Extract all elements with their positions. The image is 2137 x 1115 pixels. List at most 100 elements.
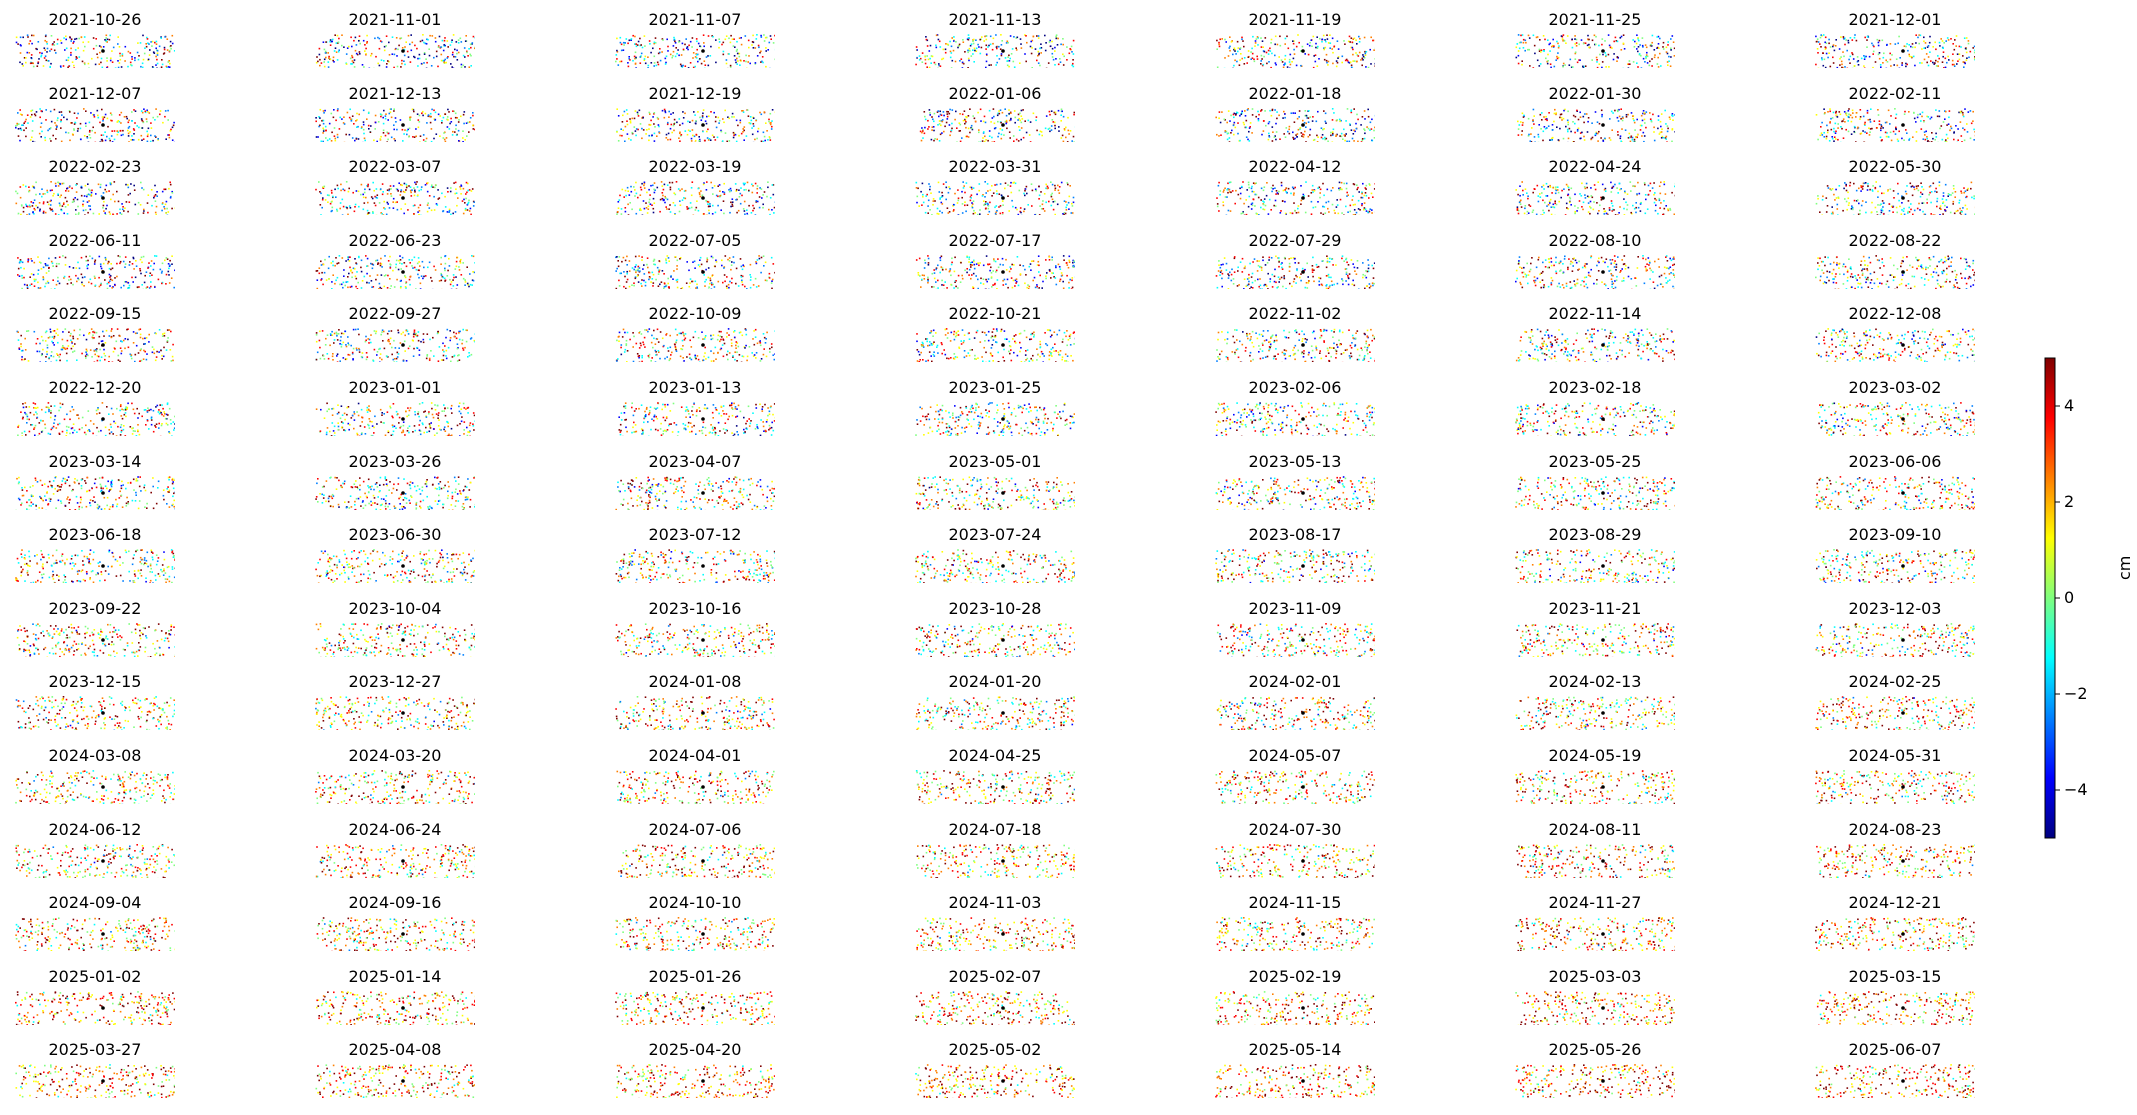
map-point (82, 203, 84, 206)
map-point (1051, 52, 1054, 55)
map-point (163, 52, 166, 54)
map-point (962, 119, 965, 121)
map-point (1947, 122, 1950, 125)
map-point (352, 61, 355, 64)
map-point (1522, 41, 1525, 44)
map-point (472, 35, 475, 38)
map-point (1257, 119, 1260, 121)
map-point (1072, 196, 1075, 199)
map-point (1365, 195, 1368, 197)
map-point (1551, 128, 1554, 131)
map-point (1366, 125, 1368, 128)
map-point (1549, 63, 1552, 65)
map-point (156, 58, 158, 61)
map-point (455, 41, 458, 43)
map-point (390, 193, 392, 195)
map-point (380, 113, 383, 116)
map-point (1323, 39, 1326, 41)
map-point (745, 189, 747, 191)
map-point (1352, 48, 1354, 51)
map-point (743, 183, 745, 186)
map-point (999, 127, 1002, 130)
map-point (652, 198, 655, 200)
map-point (92, 212, 95, 215)
map-point (437, 113, 440, 115)
map-point (1844, 120, 1846, 123)
map-point (1890, 65, 1892, 67)
map-point (945, 121, 948, 123)
map-point (1595, 35, 1597, 38)
map-point (701, 114, 704, 117)
map-point (984, 196, 986, 198)
map-point (684, 112, 686, 114)
map-point (1045, 183, 1047, 186)
map-point (1372, 39, 1374, 42)
map-point (759, 51, 761, 54)
map-point (1908, 44, 1910, 46)
map-point (370, 196, 373, 198)
map-point (109, 111, 112, 114)
map-point (456, 116, 458, 119)
map-point (679, 204, 682, 207)
map-point (1868, 126, 1870, 129)
map-point (1609, 138, 1612, 141)
map-point (757, 44, 760, 47)
map-point (1574, 51, 1577, 54)
map-point (971, 205, 973, 208)
map-point (1316, 47, 1319, 49)
map-point (1344, 139, 1346, 141)
map-point (925, 195, 927, 198)
map-point (628, 39, 631, 42)
map-point (120, 121, 122, 124)
map-point (393, 109, 395, 112)
map-point (404, 203, 407, 206)
map-point (1868, 133, 1871, 136)
map-point (1527, 195, 1529, 198)
map-point (388, 41, 390, 44)
map-point (110, 134, 113, 137)
map-point (1616, 116, 1619, 119)
map-point (1275, 190, 1278, 192)
map-point (471, 188, 474, 190)
map-point (320, 140, 323, 142)
map-panel: 2021-12-01 (1815, 10, 1975, 70)
map-point (46, 51, 48, 53)
map-point (1950, 38, 1952, 40)
map-point (1555, 113, 1557, 115)
map-point (388, 189, 390, 192)
map-point (73, 122, 76, 125)
map-point (330, 112, 333, 114)
map-point (932, 118, 934, 120)
map-point (49, 67, 51, 68)
map-point (1568, 64, 1571, 66)
map-point (962, 62, 965, 65)
map-point (705, 122, 708, 124)
map-point (379, 138, 382, 141)
map-point (1050, 128, 1053, 131)
map-point (168, 50, 171, 53)
map-point (16, 192, 19, 195)
map-point (28, 42, 30, 45)
map-point (626, 119, 628, 122)
map-point (151, 40, 154, 43)
map-point (153, 197, 155, 199)
map-point (1007, 195, 1009, 198)
map-point (400, 189, 403, 192)
map-point (362, 109, 365, 111)
map-point (664, 196, 666, 198)
map-point (333, 108, 335, 111)
map-point (702, 112, 704, 114)
map-point (59, 65, 62, 67)
map-point (1630, 135, 1633, 137)
map-point (682, 48, 685, 51)
map-point (688, 44, 690, 47)
map-point (1369, 184, 1371, 186)
map-point (1040, 47, 1043, 49)
map-point (32, 186, 35, 188)
map-point (1873, 119, 1876, 122)
map-point (996, 55, 998, 57)
map-point (921, 182, 924, 185)
map-point (1026, 41, 1028, 44)
map-point (1952, 43, 1954, 45)
map-point (1864, 56, 1866, 59)
